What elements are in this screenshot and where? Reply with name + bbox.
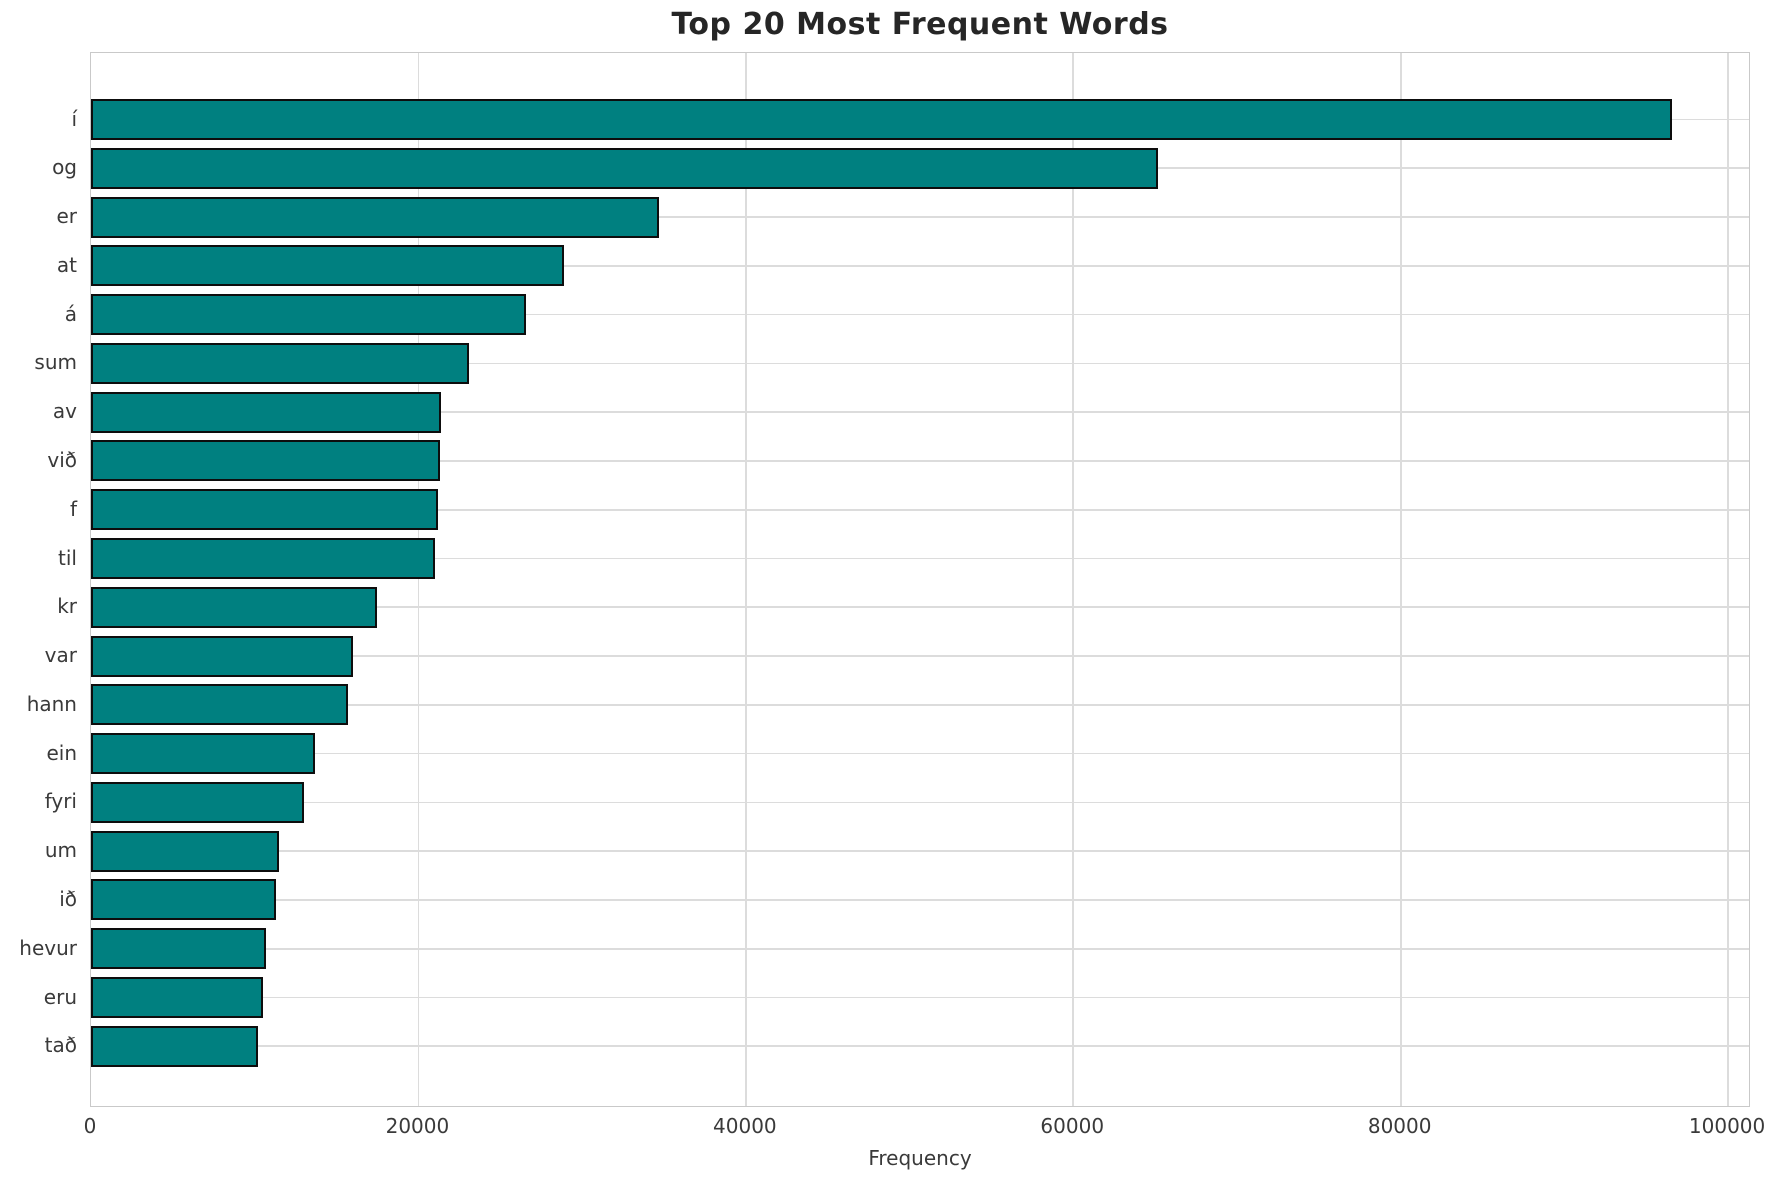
y-tick-label: var [44, 643, 77, 668]
bar-f [91, 489, 439, 531]
x-tick-label: 0 [83, 1114, 97, 1138]
bar-hevur [91, 928, 267, 970]
y-gridline [91, 850, 1749, 853]
x-gridline [744, 53, 747, 1106]
bar-um [91, 830, 280, 872]
bar-ið [91, 879, 276, 921]
y-tick-label: í [71, 106, 77, 131]
bar-við [91, 440, 440, 482]
bar-var [91, 635, 353, 677]
y-gridline [91, 606, 1749, 609]
x-gridline [1727, 53, 1729, 1106]
y-gridline [91, 899, 1749, 901]
y-gridline [91, 801, 1749, 804]
bar-hann [91, 684, 349, 726]
y-gridline [91, 704, 1749, 706]
x-gridline [417, 53, 420, 1106]
y-tick-label: við [47, 447, 77, 472]
y-tick-label: um [44, 838, 77, 863]
bar-at [91, 245, 565, 287]
y-gridline [91, 216, 1749, 218]
x-tick-label: 80000 [1367, 1114, 1432, 1138]
y-gridline [91, 460, 1749, 462]
y-tick-label: sum [34, 350, 77, 375]
y-tick-label: til [58, 545, 77, 570]
y-gridline [91, 557, 1749, 560]
y-gridline [91, 1045, 1749, 1048]
y-gridline [91, 362, 1749, 365]
bar-fyri [91, 781, 304, 823]
y-tick-label: kr [57, 594, 77, 619]
bar-er [91, 196, 660, 238]
x-tick-label: 40000 [713, 1114, 777, 1138]
y-gridline [91, 947, 1749, 950]
y-tick-label: hevur [19, 935, 77, 960]
x-tick-label: 60000 [1040, 1114, 1105, 1138]
y-tick-label: eru [43, 984, 77, 1009]
bar-sum [91, 342, 470, 384]
bar-av [91, 391, 442, 433]
x-axis-label: Frequency [868, 1146, 972, 1170]
y-tick-label: tað [44, 1033, 77, 1058]
bar-eru [91, 977, 263, 1019]
y-tick-label: at [56, 252, 77, 277]
y-gridline [91, 996, 1749, 999]
bar-til [91, 538, 435, 580]
bar-kr [91, 586, 378, 628]
bar-í [91, 99, 1673, 140]
y-gridline [91, 508, 1749, 511]
y-tick-label: er [56, 204, 77, 229]
plot-area [90, 52, 1750, 1107]
x-gridline [1399, 53, 1402, 1106]
bar-á [91, 294, 527, 336]
y-tick-label: ið [59, 886, 77, 911]
y-tick-label: hann [26, 691, 77, 716]
y-tick-label: av [52, 399, 77, 424]
y-gridline [91, 264, 1749, 267]
y-tick-label: f [69, 496, 77, 521]
x-tick-label: 20000 [385, 1114, 450, 1138]
x-gridline [1072, 53, 1075, 1106]
chart-title: Top 20 Most Frequent Words [671, 7, 1169, 42]
bar-ein [91, 733, 316, 775]
y-gridline [91, 411, 1749, 414]
y-gridline [91, 752, 1749, 755]
y-tick-label: fyri [44, 789, 77, 814]
y-gridline [91, 313, 1749, 316]
y-tick-label: og [52, 155, 77, 180]
bar-tað [91, 1025, 258, 1067]
bar-og [91, 147, 1159, 189]
x-tick-label: 100000 [1688, 1114, 1766, 1138]
y-gridline [91, 655, 1749, 657]
y-tick-label: á [64, 301, 77, 326]
y-tick-label: ein [46, 740, 77, 765]
